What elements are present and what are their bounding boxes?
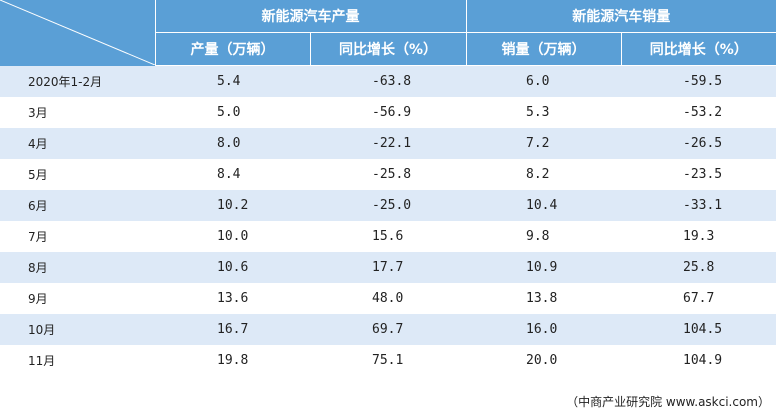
period-cell: 6月: [0, 190, 155, 221]
table-row: 6月 10.2 -25.0 10.4 -33.1: [0, 190, 776, 221]
production-growth-cell: -25.0: [310, 190, 466, 221]
sales-cell: 16.0: [466, 314, 621, 345]
sales-cell: 20.0: [466, 345, 621, 376]
sales-cell: 10.4: [466, 190, 621, 221]
table-row: 7月 10.0 15.6 9.8 19.3: [0, 221, 776, 252]
table-row: 5月 8.4 -25.8 8.2 -23.5: [0, 159, 776, 190]
sales-cell: 5.3: [466, 97, 621, 128]
production-growth-cell: -25.8: [310, 159, 466, 190]
sales-column-header: 销量（万辆）: [466, 32, 622, 66]
production-growth-cell: 48.0: [310, 283, 466, 314]
header-corner-cell: [0, 0, 156, 66]
diagonal-divider: [0, 0, 155, 65]
sales-growth-cell: -26.5: [621, 128, 776, 159]
production-cell: 10.0: [155, 221, 310, 252]
sales-cell: 8.2: [466, 159, 621, 190]
production-growth-cell: 17.7: [310, 252, 466, 283]
sales-group-header: 新能源汽车销量: [466, 0, 776, 33]
sales-cell: 13.8: [466, 283, 621, 314]
production-growth-cell: -56.9: [310, 97, 466, 128]
sales-growth-cell: -53.2: [621, 97, 776, 128]
production-cell: 16.7: [155, 314, 310, 345]
production-growth-cell: -22.1: [310, 128, 466, 159]
sales-cell: 9.8: [466, 221, 621, 252]
period-cell: 2020年1-2月: [0, 65, 155, 97]
period-cell: 8月: [0, 252, 155, 283]
sales-growth-cell: 19.3: [621, 221, 776, 252]
table-body: 2020年1-2月 5.4 -63.8 6.0 -59.5 3月 5.0 -56…: [0, 65, 776, 376]
production-cell: 5.4: [155, 65, 310, 97]
sales-growth-cell: 25.8: [621, 252, 776, 283]
table-row: 9月 13.6 48.0 13.8 67.7: [0, 283, 776, 314]
production-group-header: 新能源汽车产量: [155, 0, 467, 33]
table-row: 4月 8.0 -22.1 7.2 -26.5: [0, 128, 776, 159]
production-cell: 10.2: [155, 190, 310, 221]
table-row: 3月 5.0 -56.9 5.3 -53.2: [0, 97, 776, 128]
table-row: 10月 16.7 69.7 16.0 104.5: [0, 314, 776, 345]
production-cell: 8.0: [155, 128, 310, 159]
sales-growth-column-header: 同比增长（%）: [621, 32, 776, 66]
production-cell: 10.6: [155, 252, 310, 283]
ev-production-sales-table: 新能源汽车产量 新能源汽车销量 产量（万辆） 同比增长（%） 销量（万辆） 同比…: [0, 0, 776, 376]
production-growth-cell: 69.7: [310, 314, 466, 345]
sales-growth-cell: 104.9: [621, 345, 776, 376]
production-cell: 5.0: [155, 97, 310, 128]
period-cell: 11月: [0, 345, 155, 376]
sales-growth-cell: 67.7: [621, 283, 776, 314]
sales-cell: 6.0: [466, 65, 621, 97]
table-header: 新能源汽车产量 新能源汽车销量 产量（万辆） 同比增长（%） 销量（万辆） 同比…: [0, 0, 776, 66]
sales-cell: 10.9: [466, 252, 621, 283]
period-cell: 7月: [0, 221, 155, 252]
source-note: （中商产业研究院 www.askci.com）: [566, 395, 770, 409]
production-cell: 19.8: [155, 345, 310, 376]
production-growth-column-header: 同比增长（%）: [310, 32, 467, 66]
sales-growth-cell: -23.5: [621, 159, 776, 190]
production-growth-cell: 15.6: [310, 221, 466, 252]
sales-cell: 7.2: [466, 128, 621, 159]
period-cell: 3月: [0, 97, 155, 128]
sales-growth-cell: 104.5: [621, 314, 776, 345]
sales-growth-cell: -59.5: [621, 65, 776, 97]
sales-growth-cell: -33.1: [621, 190, 776, 221]
production-growth-cell: -63.8: [310, 65, 466, 97]
production-growth-cell: 75.1: [310, 345, 466, 376]
table-row: 11月 19.8 75.1 20.0 104.9: [0, 345, 776, 376]
production-cell: 8.4: [155, 159, 310, 190]
production-cell: 13.6: [155, 283, 310, 314]
period-cell: 5月: [0, 159, 155, 190]
production-column-header: 产量（万辆）: [155, 32, 311, 66]
table-row: 2020年1-2月 5.4 -63.8 6.0 -59.5: [0, 65, 776, 97]
period-cell: 9月: [0, 283, 155, 314]
table-row: 8月 10.6 17.7 10.9 25.8: [0, 252, 776, 283]
period-cell: 4月: [0, 128, 155, 159]
period-cell: 10月: [0, 314, 155, 345]
